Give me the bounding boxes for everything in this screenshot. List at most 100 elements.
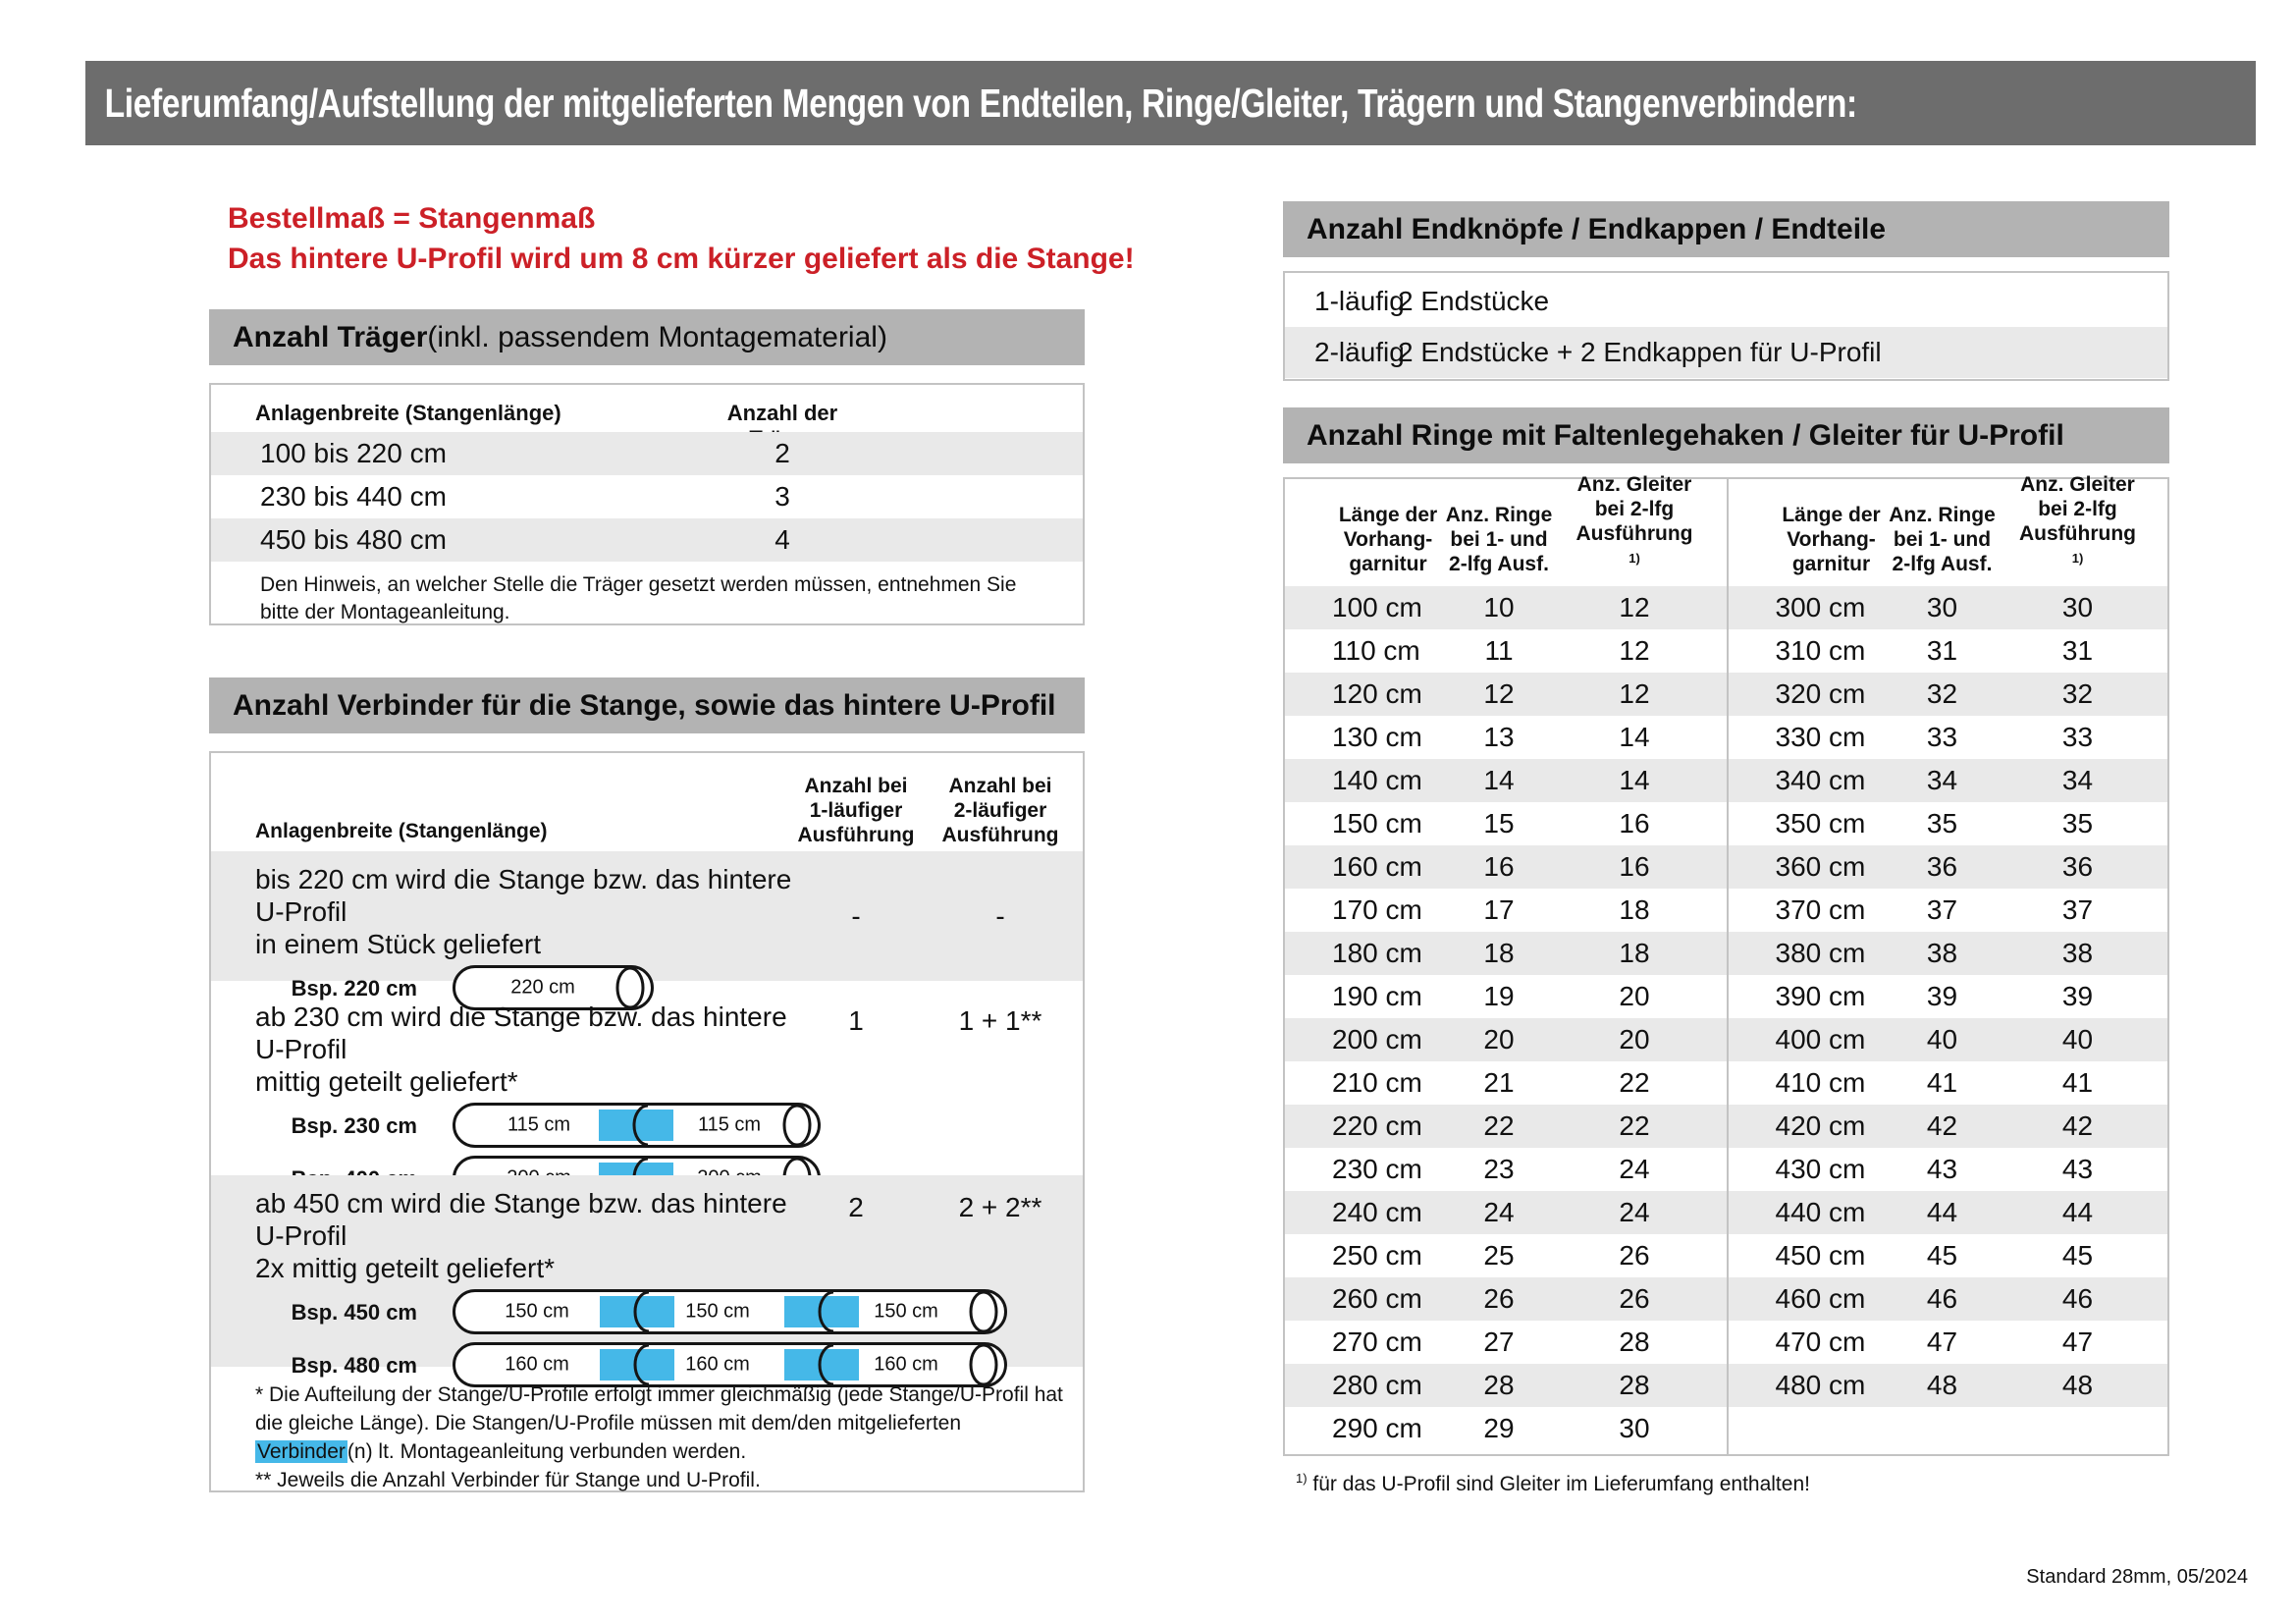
ringe-rows-right: 300 cm 30 30 310 cm 31 31 320 cm 32 32 (1728, 586, 2168, 1407)
segment-length-label: 150 cm (685, 1300, 750, 1323)
ringe-count: 38 (1926, 938, 1958, 968)
verbinder-table-header: Anlagenbreite (Stangenlänge) Anzahl bei … (211, 753, 1083, 851)
ringe-length: 200 cm (1332, 1024, 1422, 1055)
footnote-text: (n) lt. Montageanleitung verbunden werde… (347, 1440, 747, 1463)
traeger-range: 230 bis 440 cm (260, 481, 447, 512)
table-row: 100 cm 10 12 (1285, 586, 1727, 629)
table-row: 370 cm 37 37 (1729, 889, 2168, 932)
ringe-count: 37 (1926, 894, 1958, 925)
gleiter-count: 35 (2061, 808, 2094, 839)
ringe-col-ringe: Anz. Ringe bei 1- und 2-lfg Ausf. (1889, 504, 1996, 575)
table-row: 400 cm 40 40 (1728, 1018, 2167, 1061)
gleiter-count: 32 (2061, 678, 2094, 709)
ringe-length: 310 cm (1775, 635, 1866, 666)
gleiter-count: 22 (1619, 1110, 1650, 1141)
ringe-length: 330 cm (1775, 722, 1866, 752)
segment-length-label: 115 cm (507, 1113, 571, 1136)
ringe-count: 12 (1483, 678, 1515, 709)
version-note: Standard 28mm, 05/2024 (2026, 1566, 2248, 1588)
table-row: 200 cm 20 20 (1285, 1018, 1727, 1061)
traeger-range: 450 bis 480 cm (260, 524, 447, 555)
ringe-length: 320 cm (1775, 678, 1866, 709)
table-row: 460 cm 46 46 (1728, 1277, 2167, 1321)
gleiter-count: 26 (1619, 1240, 1650, 1271)
rod-svg (453, 965, 654, 1010)
ringe-count: 17 (1483, 894, 1515, 925)
ringe-count: 44 (1926, 1197, 1958, 1227)
ringe-length: 140 cm (1332, 765, 1422, 795)
table-row: 310 cm 31 31 (1729, 629, 2168, 673)
table-row: 470 cm 47 47 (1729, 1321, 2168, 1364)
verbinder-footnotes: * Die Aufteilung der Stange/U-Profile er… (211, 1367, 1083, 1494)
ringe-length: 250 cm (1332, 1240, 1422, 1271)
rod-graphic: 115 cm 115 cm (453, 1103, 821, 1148)
verbinder-col-anlagenbreite: Anlagenbreite (Stangenlänge) (255, 820, 548, 842)
gleiter-count: 20 (1619, 981, 1650, 1011)
rod-diagram-450: Bsp. 450 cm 150 cm 150 cm 150 cm (255, 1286, 1083, 1337)
table-row: 120 cm 12 12 (1285, 673, 1727, 716)
ringe-count: 30 (1926, 592, 1958, 623)
ringe-length: 370 cm (1775, 894, 1866, 925)
table-row: 170 cm 17 18 (1285, 889, 1727, 932)
table-row: 280 cm 28 28 (1285, 1364, 1727, 1407)
table-row: 140 cm 14 14 (1285, 759, 1727, 802)
table-row: 340 cm 34 34 (1728, 759, 2167, 802)
ringe-count: 19 (1483, 981, 1515, 1011)
gleiter-count: 12 (1619, 635, 1650, 666)
ringe-count: 39 (1926, 981, 1958, 1011)
traeger-table: Anlagenbreite (Stangenlänge) Anzahl der … (209, 383, 1085, 625)
ringe-length: 190 cm (1332, 981, 1422, 1011)
traeger-count: 4 (774, 524, 790, 555)
traeger-col-anlagenbreite: Anlagenbreite (Stangenlänge) (255, 401, 561, 425)
section-header-traeger-bold: Anzahl Träger (233, 320, 428, 353)
ringe-count: 31 (1926, 635, 1958, 666)
verbinder-col-1laeufig: Anzahl bei 1-läufiger Ausführung (797, 775, 915, 846)
intro-line-1: Bestellmaß = Stangenmaß (228, 202, 596, 235)
table-row: 220 cm 22 22 (1285, 1105, 1727, 1148)
ringe-length: 180 cm (1332, 938, 1422, 968)
ringe-col-laenge: Länge der Vorhang- garnitur (1338, 504, 1438, 575)
gleiter-count: 24 (1619, 1154, 1650, 1184)
bsp-label: Bsp. 480 cm (291, 1352, 417, 1378)
section-header-traeger-rest: (inkl. passendem Montagematerial) (427, 320, 887, 353)
gleiter-count: 30 (2061, 592, 2094, 623)
table-row: 450 bis 480 cm 4 (211, 518, 1083, 562)
verbinder-value-2: 1 + 1** (958, 1005, 1042, 1036)
ringe-count: 35 (1926, 808, 1958, 839)
ringe-count: 13 (1483, 722, 1515, 752)
gleiter-count: 36 (2061, 851, 2094, 882)
table-row: 190 cm 19 20 (1285, 975, 1727, 1018)
ringe-table-header: Länge der Vorhang- garnitur Anz. Ringe b… (1729, 473, 2168, 586)
gleiter-count: 26 (1619, 1283, 1650, 1314)
gleiter-count: 33 (2061, 722, 2094, 752)
ringe-count: 18 (1483, 938, 1515, 968)
ringe-length: 120 cm (1332, 678, 1422, 709)
ringe-length: 220 cm (1332, 1110, 1422, 1141)
table-row: 240 cm 24 24 (1285, 1191, 1727, 1234)
ringe-col-gleiter: Anz. Gleiter bei 2-lfg Ausführung 1) (2014, 472, 2142, 576)
gleiter-count: 42 (2061, 1110, 2094, 1141)
intro-note: Bestellmaß = Stangenmaß Das hintere U-Pr… (228, 198, 1135, 279)
table-row: 210 cm 21 22 (1285, 1061, 1727, 1105)
ringe-table-header: Länge der Vorhang- garnitur Anz. Ringe b… (1285, 473, 1727, 586)
ringe-length: 270 cm (1332, 1326, 1422, 1357)
gleiter-count: 18 (1619, 894, 1650, 925)
table-row: 390 cm 39 39 (1729, 975, 2168, 1018)
gleiter-count: 31 (2061, 635, 2094, 666)
ringe-length: 130 cm (1332, 722, 1422, 752)
table-row: 420 cm 42 42 (1728, 1105, 2167, 1148)
ringe-count: 21 (1483, 1067, 1515, 1098)
ringe-length: 460 cm (1775, 1283, 1866, 1314)
traeger-range: 100 bis 220 cm (260, 438, 447, 468)
ringe-count: 41 (1926, 1067, 1958, 1098)
ringe-count: 20 (1483, 1024, 1515, 1055)
footnote-text: * Die Aufteilung der Stange/U-Profile er… (255, 1383, 1063, 1435)
table-row: ab 450 cm wird die Stange bzw. das hinte… (211, 1175, 1083, 1387)
section-header-traeger: Anzahl Träger (inkl. passendem Montagema… (209, 309, 1085, 365)
table-row: 290 cm 29 30 (1285, 1407, 1727, 1450)
ringe-length: 110 cm (1332, 635, 1420, 666)
segment-length-label: 160 cm (505, 1353, 569, 1376)
ringe-length: 420 cm (1775, 1110, 1866, 1141)
table-row: 260 cm 26 26 (1285, 1277, 1727, 1321)
ringe-length: 400 cm (1775, 1024, 1866, 1055)
